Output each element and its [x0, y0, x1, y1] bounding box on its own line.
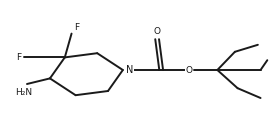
Text: O: O: [185, 66, 193, 74]
Text: H₂N: H₂N: [15, 88, 32, 97]
Text: N: N: [126, 65, 133, 75]
Text: F: F: [16, 53, 22, 62]
Text: F: F: [74, 23, 79, 32]
Text: O: O: [154, 27, 161, 36]
